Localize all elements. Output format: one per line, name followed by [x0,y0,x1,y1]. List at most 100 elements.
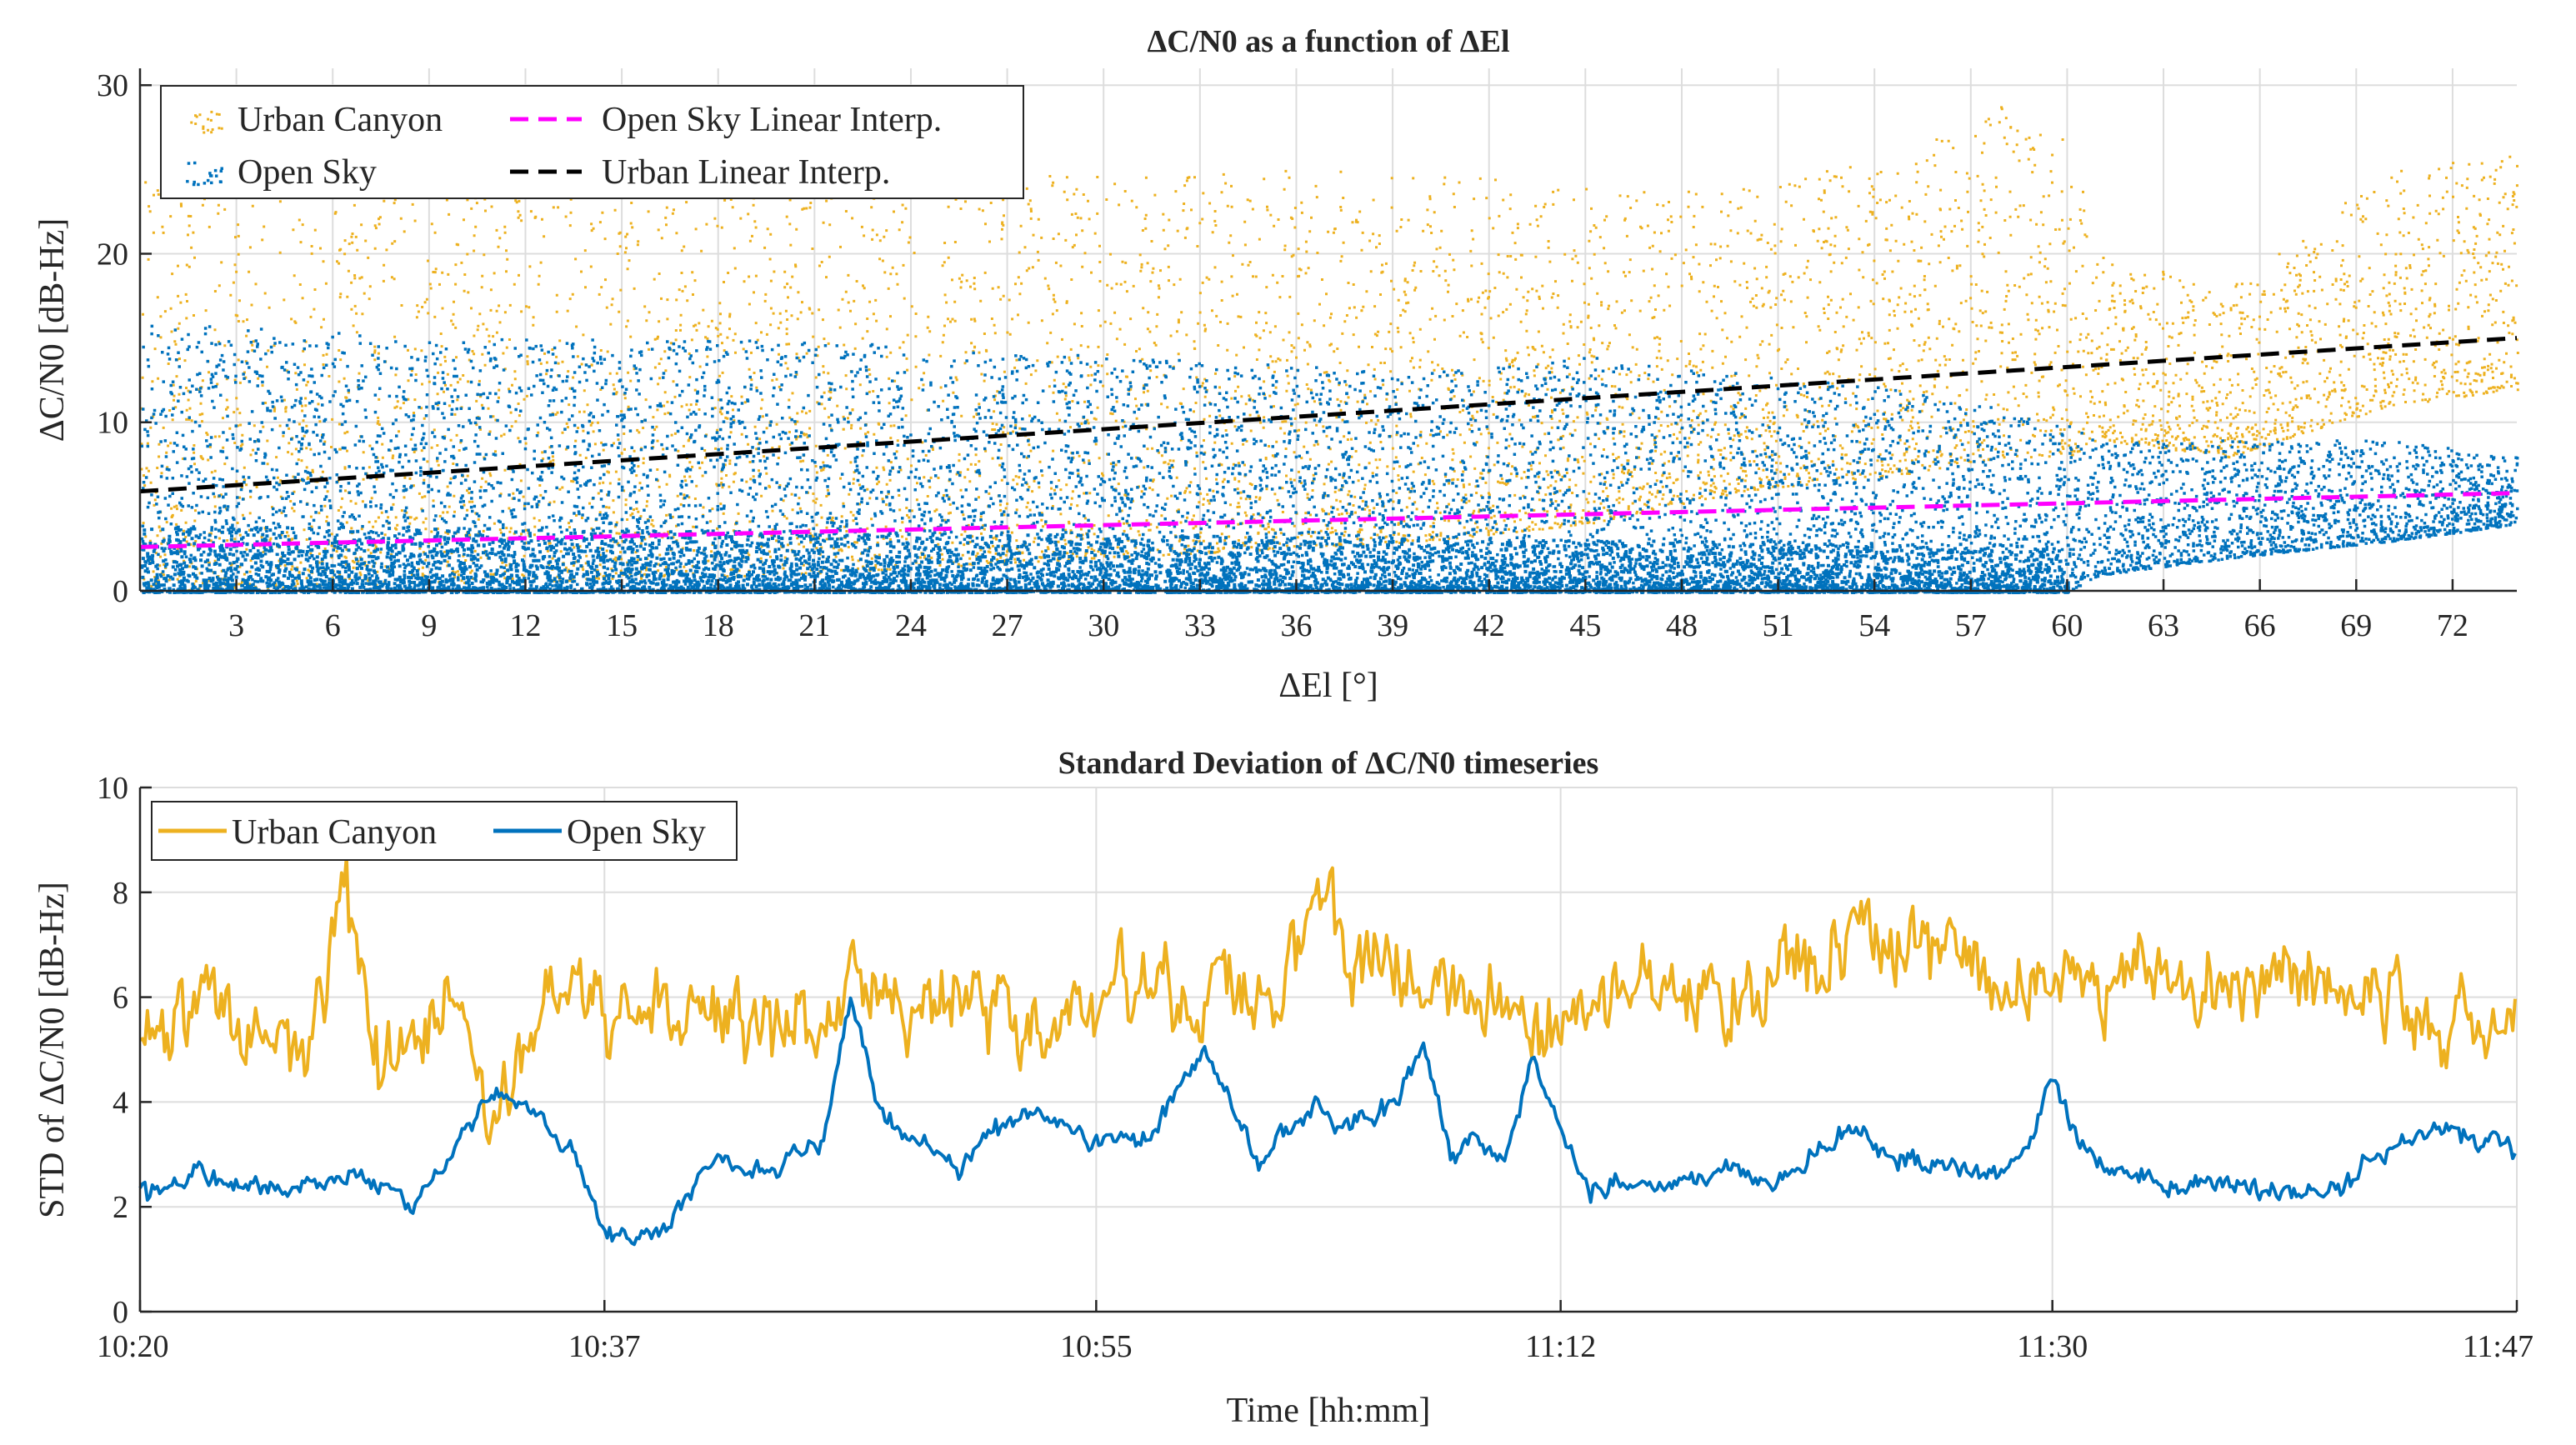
scatter-legend: Urban Canyon Open Sky Open Sky Linear In… [160,85,1024,199]
legend-urban-dot [207,128,210,132]
timeseries-y-tick-label: 8 [113,876,128,911]
legend-urban-dot [194,114,198,118]
scatter-x-tick-label: 36 [1280,608,1312,643]
legend-open-dot [192,182,196,187]
scatter-y-tick-labels: 0 10 20 30 [97,68,128,609]
scatter-x-tick-label: 24 [895,608,927,643]
legend-open-dot [187,162,191,165]
scatter-y-tick-label: 30 [97,68,128,103]
scatter-x-tick-label: 57 [1955,608,1987,643]
legend-label-urban-canyon-ts: Urban Canyon [232,813,437,852]
scatter-x-tick-label: 60 [2051,608,2083,643]
scatter-x-tick-label: 6 [325,608,341,643]
legend-open-dot [210,181,213,185]
scatter-x-axis-label: ΔEl [°] [1278,667,1378,705]
scatter-x-tick-label: 9 [421,608,437,643]
timeseries-lines [138,855,2517,1247]
scatter-y-tick-label: 20 [97,237,128,272]
scatter-x-tick-label: 54 [1858,608,1890,643]
timeseries-x-tick-labels: 10:20 10:37 10:55 11:12 11:30 11:47 [97,1329,2533,1364]
legend-open-dot [220,167,223,170]
timeseries-x-tick-label: 10:55 [1060,1329,1133,1364]
open-sky-std-line [138,996,2517,1247]
legend-urban-dot [207,118,210,121]
legend-open-dot [193,161,197,165]
legend-open-dot [193,180,196,184]
legend-open-dot [206,178,210,182]
legend-urban-dot [210,131,213,134]
scatter-chart-title: ΔC/N0 as a function of ΔEl [1147,24,1509,59]
legend-open-dot [213,168,218,172]
timeseries-y-tick-labels: 0 2 4 6 8 10 [97,771,128,1330]
scatter-x-tick-label: 48 [1666,608,1698,643]
legend-urban-dot [215,112,218,116]
legend-label-urban-canyon: Urban Canyon [238,101,443,139]
scatter-x-tick-label: 63 [2148,608,2179,643]
legend-open-dot [197,182,200,187]
scatter-x-tick-label: 45 [1569,608,1601,643]
legend-urban-dot [210,110,213,113]
timeseries-x-tick-label: 10:37 [568,1329,641,1364]
timeseries-legend-box [151,801,738,861]
timeseries-plot-area [140,788,2517,1312]
legend-open-dot [203,182,207,185]
scatter-x-tick-label: 3 [228,608,244,643]
legend-urban-dot [195,115,198,118]
legend-marker-open-sky [186,161,223,187]
legend-urban-dot [194,122,198,126]
scatter-x-tick-label: 21 [798,608,830,643]
timeseries-chart-title: Standard Deviation of ΔC/N0 timeseries [1058,746,1599,781]
timeseries-y-tick-label: 6 [113,981,128,1016]
urban-canyon-std-line [139,855,2517,1146]
scatter-x-tick-label: 15 [606,608,638,643]
scatter-x-tick-label: 12 [509,608,541,643]
open-sky-dense-points [140,525,2070,594]
scatter-x-tick-label: 72 [2437,608,2468,643]
timeseries-x-tick-label: 11:47 [2463,1329,2533,1364]
timeseries-x-tick-label: 11:12 [1525,1329,1596,1364]
timeseries-y-tick-label: 0 [113,1295,128,1330]
timeseries-y-tick-label: 10 [97,771,128,806]
scatter-x-tick-label: 18 [703,608,734,643]
timeseries-axes [138,786,2518,1313]
legend-open-dot [219,169,223,173]
legend-urban-dot [209,118,213,122]
scatter-x-tick-label: 33 [1184,608,1216,643]
open-sky-scatter-series [140,324,2519,594]
linear-interp-lines [139,336,2518,549]
scatter-x-tick-label: 27 [992,608,1023,643]
scatter-y-tick-label: 10 [97,406,128,441]
legend-urban-dot [211,128,214,131]
legend-label-open-sky-linear-interp: Open Sky Linear Interp. [602,101,942,139]
scatter-x-tick-label: 51 [1763,608,1794,643]
timeseries-x-tick-label: 10:20 [97,1329,169,1364]
legend-open-dot [214,174,218,178]
timeseries-x-tick-label: 11:30 [2017,1329,2088,1364]
timeseries-x-axis-label: Time [hh:mm] [1227,1392,1431,1430]
legend-label-open-sky: Open Sky [238,153,377,192]
legend-urban-dot [203,131,206,134]
legend-open-dot [209,174,213,178]
scatter-x-tick-label: 69 [2340,608,2372,643]
legend-urban-dot [218,127,221,130]
scatter-axes [138,68,2517,592]
legend-open-dot [186,179,189,183]
scatter-legend-box [160,85,1024,199]
urban-linear-interp-line [139,336,2518,494]
legend-urban-dot [202,127,205,130]
scatter-x-tick-label: 30 [1088,608,1119,643]
scatter-x-tick-label: 66 [2244,608,2276,643]
timeseries-y-tick-label: 2 [113,1190,128,1225]
scatter-panel: 3 6 9 12 15 18 21 24 27 30 33 36 39 42 45 48 51 54 57 60 63 6… [33,24,2519,705]
legend-open-dot [208,172,212,175]
scatter-y-axis-label: ΔC/N0 [dB-Hz] [33,218,72,442]
legend-urban-dot [190,121,193,124]
scatter-x-tick-label: 42 [1473,608,1505,643]
legend-label-urban-linear-interp: Urban Linear Interp. [602,153,890,192]
legend-urban-dot [198,113,202,117]
scatter-x-tick-label: 39 [1377,608,1408,643]
legend-urban-dot [202,125,205,128]
scatter-x-tick-labels: 3 6 9 12 15 18 21 24 27 30 33 36 39 42 45 48 51 54 57 60 63 6… [228,608,2468,643]
timeseries-legend: Urban Canyon Open Sky [151,801,738,861]
